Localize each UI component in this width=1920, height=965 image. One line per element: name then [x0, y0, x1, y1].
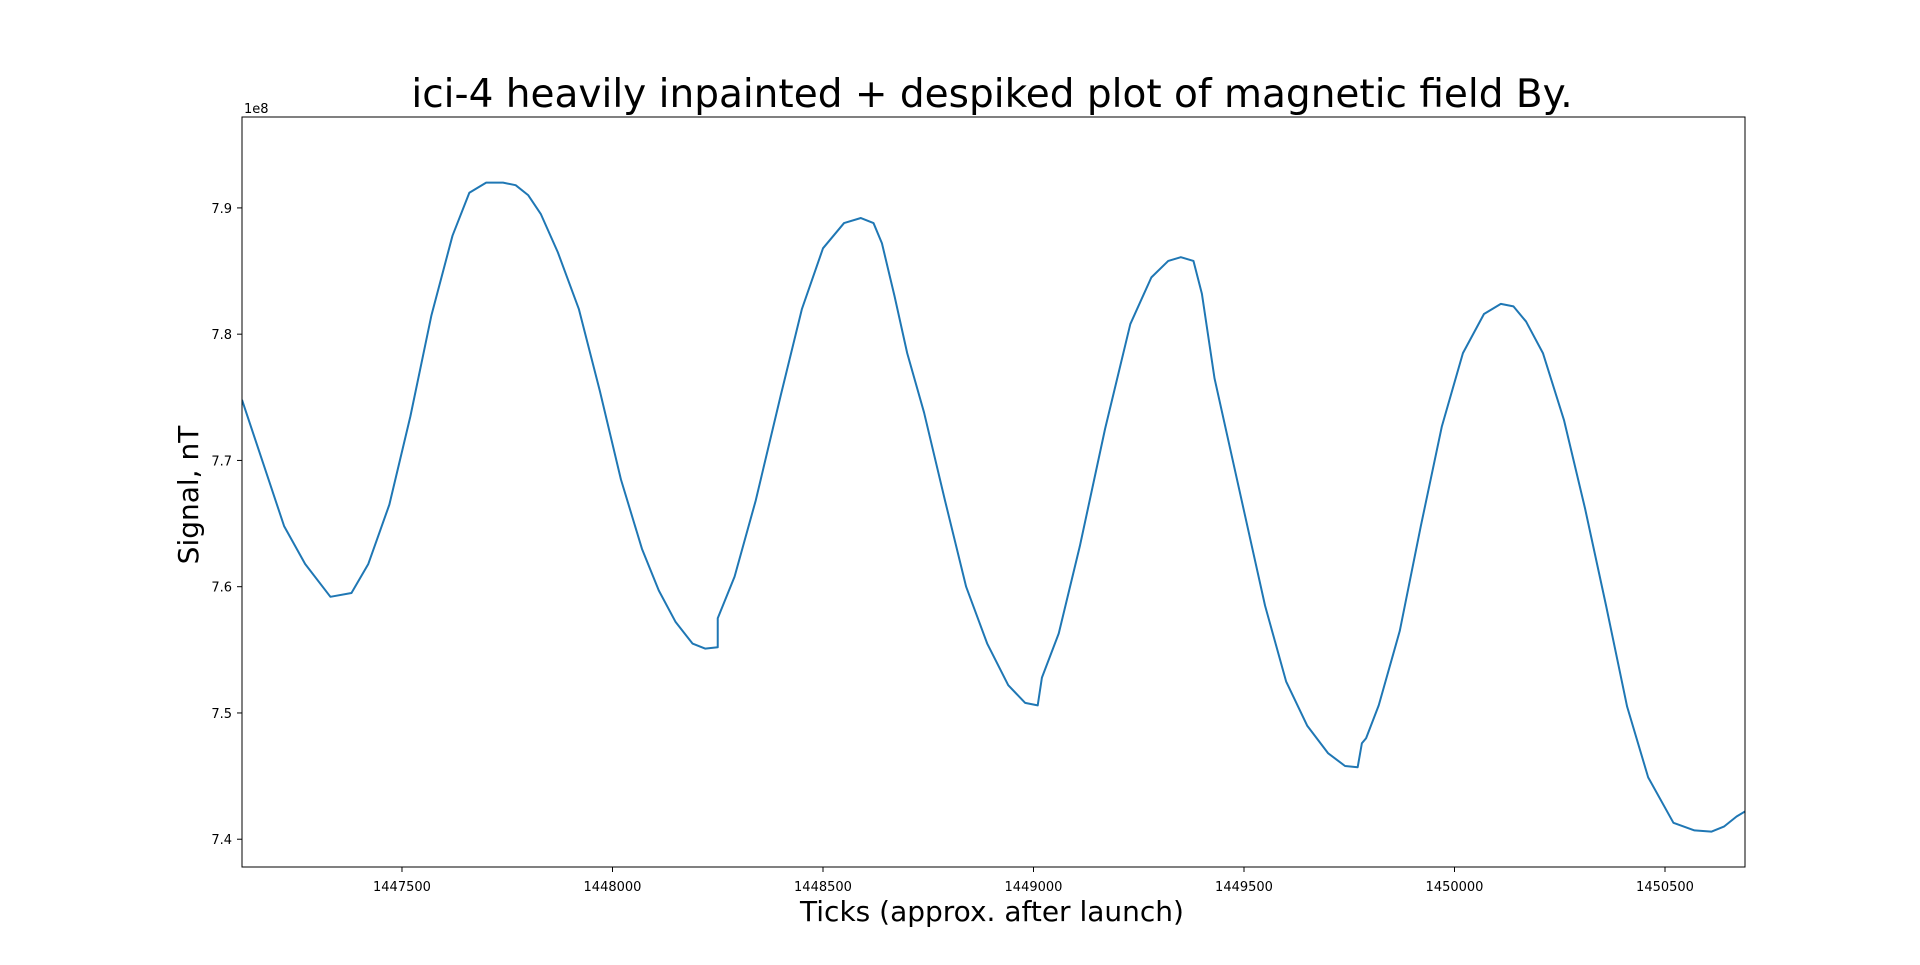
x-tick-label: 1450500 [1636, 880, 1694, 895]
x-axis-label: Ticks (approx. after launch) [799, 895, 1184, 928]
y-tick-label: 7.6 [211, 581, 232, 596]
y-tick-label: 7.8 [211, 328, 232, 343]
x-tick-label: 1448500 [794, 880, 852, 895]
y-tick-label: 7.4 [211, 833, 232, 848]
series-line-0 [242, 181, 1745, 833]
y-axis-label: Signal, nT [172, 425, 205, 565]
x-tick-label: 1449500 [1215, 880, 1273, 895]
y-tick-label: 7.9 [211, 202, 232, 217]
y-tick-label: 7.5 [211, 707, 232, 722]
y-tick-label: 7.7 [211, 454, 232, 469]
x-tick-label: 1447500 [373, 880, 431, 895]
plot-area: 1447500 1448000 1448500 1449000 1449500 14500… [211, 116, 1746, 895]
x-tick-label: 1450000 [1426, 880, 1484, 895]
plot-frame [241, 116, 1746, 868]
y-axis-offset-label: 1e8 [244, 102, 269, 117]
x-tick-label: 1448000 [584, 880, 642, 895]
chart-title: ici-4 heavily inpainted + despiked plot … [411, 72, 1572, 117]
x-tick-label: 1449000 [1005, 880, 1063, 895]
